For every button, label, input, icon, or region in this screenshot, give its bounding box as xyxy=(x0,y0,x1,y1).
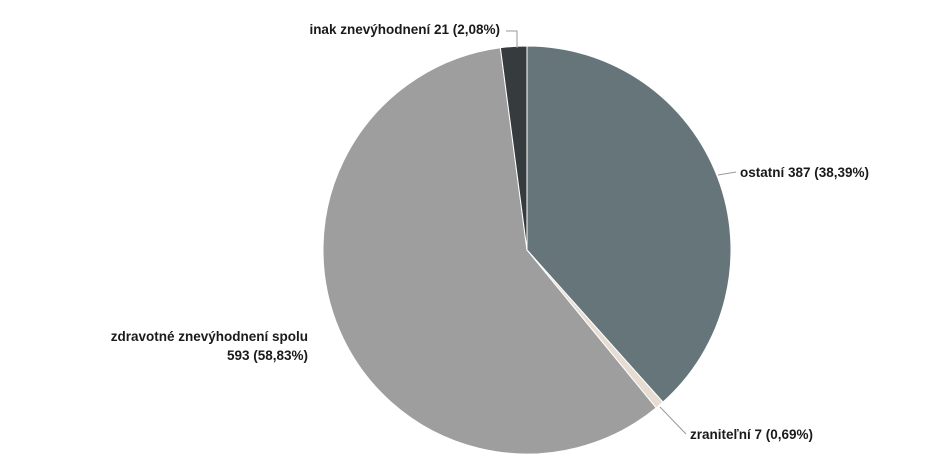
pie-slice-inak xyxy=(499,45,528,251)
leader-line-zranitelni xyxy=(659,406,687,435)
leader-line-inak xyxy=(506,30,518,48)
slice-label-line: ostatní 387 (38,39%) xyxy=(740,165,869,180)
slice-label-line: zdravotné znevýhodnení spolu xyxy=(111,329,308,344)
pie-slice-ostatni xyxy=(526,45,732,403)
slice-label-line: 593 (58,83%) xyxy=(227,348,308,363)
slice-label-line: inak znevýhodnení 21 (2,08%) xyxy=(309,22,500,37)
pie-slices xyxy=(322,45,732,455)
leader-line-ostatni xyxy=(717,171,737,176)
slice-label-ostatni: ostatní 387 (38,39%) xyxy=(740,165,869,180)
slice-labels: ostatní 387 (38,39%) zraniteľní 7 (0,69%)… xyxy=(111,22,869,442)
leader-lines xyxy=(506,30,737,435)
slice-label-zdravotne: zdravotné znevýhodnení spolu 593 (58,83%) xyxy=(111,329,308,363)
slice-label-inak: inak znevýhodnení 21 (2,08%) xyxy=(309,22,500,37)
slice-label-zranitelni: zraniteľní 7 (0,69%) xyxy=(690,427,813,442)
pie-slice-zdravotne xyxy=(322,47,657,455)
slice-label-line: zraniteľní 7 (0,69%) xyxy=(690,427,813,442)
